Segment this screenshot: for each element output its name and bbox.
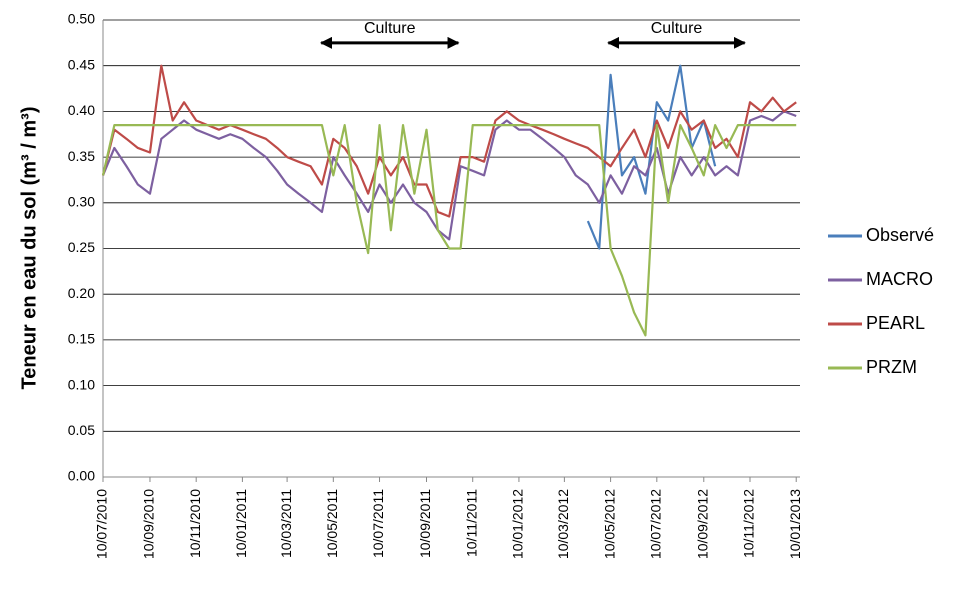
x-tick-label: 10/01/2011 (233, 489, 249, 558)
series-line (101, 64, 797, 218)
legend-label: MACRO (866, 269, 933, 289)
series-line (101, 110, 797, 241)
y-tick-label: 0.40 (68, 102, 95, 118)
series-line (101, 124, 797, 337)
x-tick-label: 10/07/2010 (94, 489, 110, 559)
x-tick-label: 10/03/2011 (278, 489, 294, 558)
y-tick-label: 0.00 (68, 468, 95, 484)
x-tick-label: 10/11/2011 (463, 489, 479, 557)
y-tick-label: 0.15 (68, 331, 95, 347)
x-tick-label: 10/03/2012 (555, 489, 571, 559)
legend-label: PRZM (866, 357, 917, 377)
x-tick-label: 10/11/2010 (187, 489, 203, 558)
x-tick-label: 10/07/2012 (648, 489, 664, 559)
x-tick-label: 10/01/2012 (510, 489, 526, 559)
x-tick-label: 10/05/2012 (601, 489, 617, 559)
y-tick-label: 0.45 (68, 56, 95, 72)
y-tick-label: 0.20 (68, 285, 95, 301)
x-tick-label: 10/09/2012 (694, 489, 710, 559)
y-tick-label: 0.10 (68, 376, 95, 392)
y-axis-label: Teneur en eau du sol (m³ / m³) (18, 107, 40, 390)
x-tick-label: 10/01/2013 (787, 489, 803, 559)
x-tick-label: 10/07/2011 (370, 489, 386, 558)
annotation-text: Culture (364, 20, 416, 37)
legend-label: PEARL (866, 313, 925, 333)
annotation-text: Culture (651, 20, 703, 37)
x-tick-label: 10/11/2012 (741, 489, 757, 558)
y-tick-label: 0.25 (68, 239, 95, 255)
y-tick-label: 0.05 (68, 422, 95, 438)
x-tick-label: 10/09/2010 (141, 489, 157, 559)
y-tick-label: 0.50 (68, 11, 95, 27)
x-tick-label: 10/05/2011 (324, 489, 340, 558)
y-tick-label: 0.30 (68, 194, 95, 210)
legend-label: Observé (866, 225, 934, 245)
x-tick-label: 10/09/2011 (417, 489, 433, 558)
series-line (586, 64, 717, 250)
y-tick-label: 0.35 (68, 148, 95, 164)
